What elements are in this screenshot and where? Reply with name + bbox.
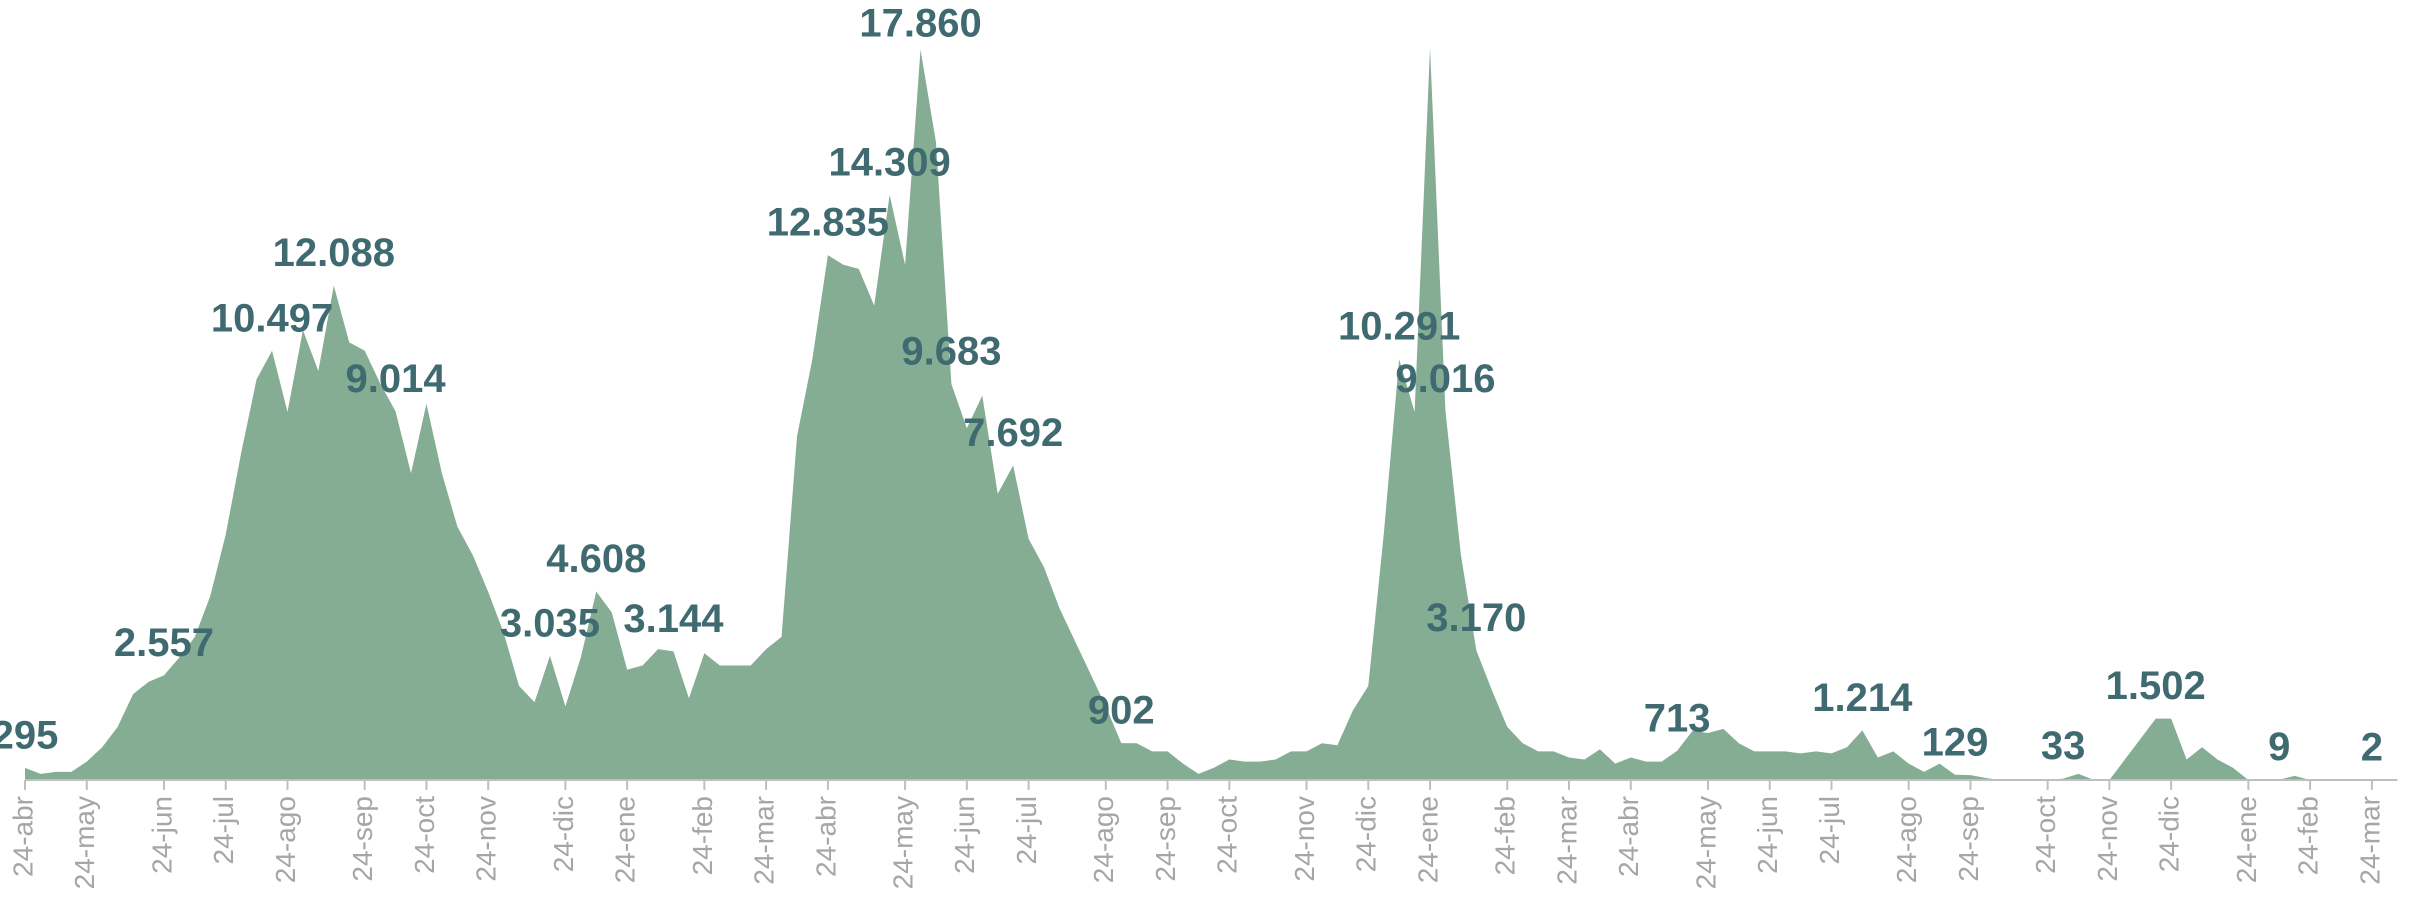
x-tick-label: 24-sep [347, 796, 378, 882]
x-tick-label: 24-abr [810, 796, 841, 877]
x-tick-label: 24-nov [2092, 796, 2123, 882]
x-tick-label: 24-may [1690, 796, 1721, 889]
x-tick-label: 24-sep [1150, 796, 1181, 882]
x-tick-label: 24-dic [1351, 796, 1382, 872]
data-label: 10.291 [1338, 305, 1460, 349]
x-tick-label: 24-abr [7, 796, 38, 877]
x-tick-label: 24-ago [1891, 796, 1922, 883]
data-label: 1.214 [1812, 676, 1913, 720]
data-label: 902 [1088, 689, 1155, 733]
x-tick-label: 24-oct [2030, 796, 2061, 874]
data-label: 10.497 [211, 296, 333, 340]
x-tick-label: 24-mar [1551, 796, 1582, 885]
x-tick-label: 24-ene [610, 796, 641, 883]
data-label: 9 [2268, 725, 2290, 769]
x-tick-label: 24-jun [146, 796, 177, 874]
x-tick-label: 24-may [887, 796, 918, 889]
x-tick-label: 24-mar [749, 796, 780, 885]
x-tick-label: 24-ene [1412, 796, 1443, 883]
data-label: 9.683 [901, 330, 1001, 374]
data-label: 12.088 [273, 231, 395, 275]
x-tick-label: 24-dic [548, 796, 579, 872]
data-label: 713 [1644, 696, 1711, 740]
data-label: 2 [2361, 725, 2383, 769]
x-tick-label: 24-sep [1953, 796, 1984, 882]
x-tick-label: 24-jul [208, 796, 239, 864]
x-tick-label: 24-jun [949, 796, 980, 874]
data-label: 33 [2041, 724, 2086, 768]
data-label: 4.608 [546, 537, 646, 581]
x-tick-label: 24-ene [2231, 796, 2262, 883]
x-tick-label: 24-jul [1011, 796, 1042, 864]
data-label: 9.016 [1395, 357, 1495, 401]
x-tick-label: 24-feb [2293, 796, 2324, 875]
data-label: 295 [0, 713, 58, 757]
x-tick-label: 24-oct [1212, 796, 1243, 874]
data-label: 3.144 [623, 597, 724, 641]
data-label: 129 [1922, 720, 1989, 764]
x-tick-label: 24-oct [409, 796, 440, 874]
x-tick-label: 24-jul [1814, 796, 1845, 864]
x-tick-label: 24-mar [2354, 796, 2385, 885]
data-label: 2.557 [114, 621, 214, 665]
x-tick-label: 24-ago [1088, 796, 1119, 883]
x-tick-label: 24-dic [2154, 796, 2185, 872]
data-label: 12.835 [767, 201, 889, 245]
x-tick-label: 24-abr [1613, 796, 1644, 877]
x-tick-label: 24-feb [687, 796, 718, 875]
data-label: 1.502 [2106, 664, 2206, 708]
data-label: 17.860 [859, 2, 981, 46]
area [25, 47, 2388, 781]
x-tick-label: 24-jun [1752, 796, 1783, 874]
x-tick-label: 24-ago [270, 796, 301, 883]
data-label: 14.309 [828, 140, 950, 184]
x-tick-label: 24-feb [1490, 796, 1521, 875]
data-label: 3.035 [500, 601, 600, 645]
data-label: 7.692 [963, 411, 1063, 455]
x-tick-label: 24-nov [471, 796, 502, 882]
x-tick-label: 24-may [69, 796, 100, 889]
data-label: 9.014 [346, 357, 447, 401]
x-tick-label: 24-nov [1289, 796, 1320, 882]
data-label: 3.170 [1426, 596, 1526, 640]
